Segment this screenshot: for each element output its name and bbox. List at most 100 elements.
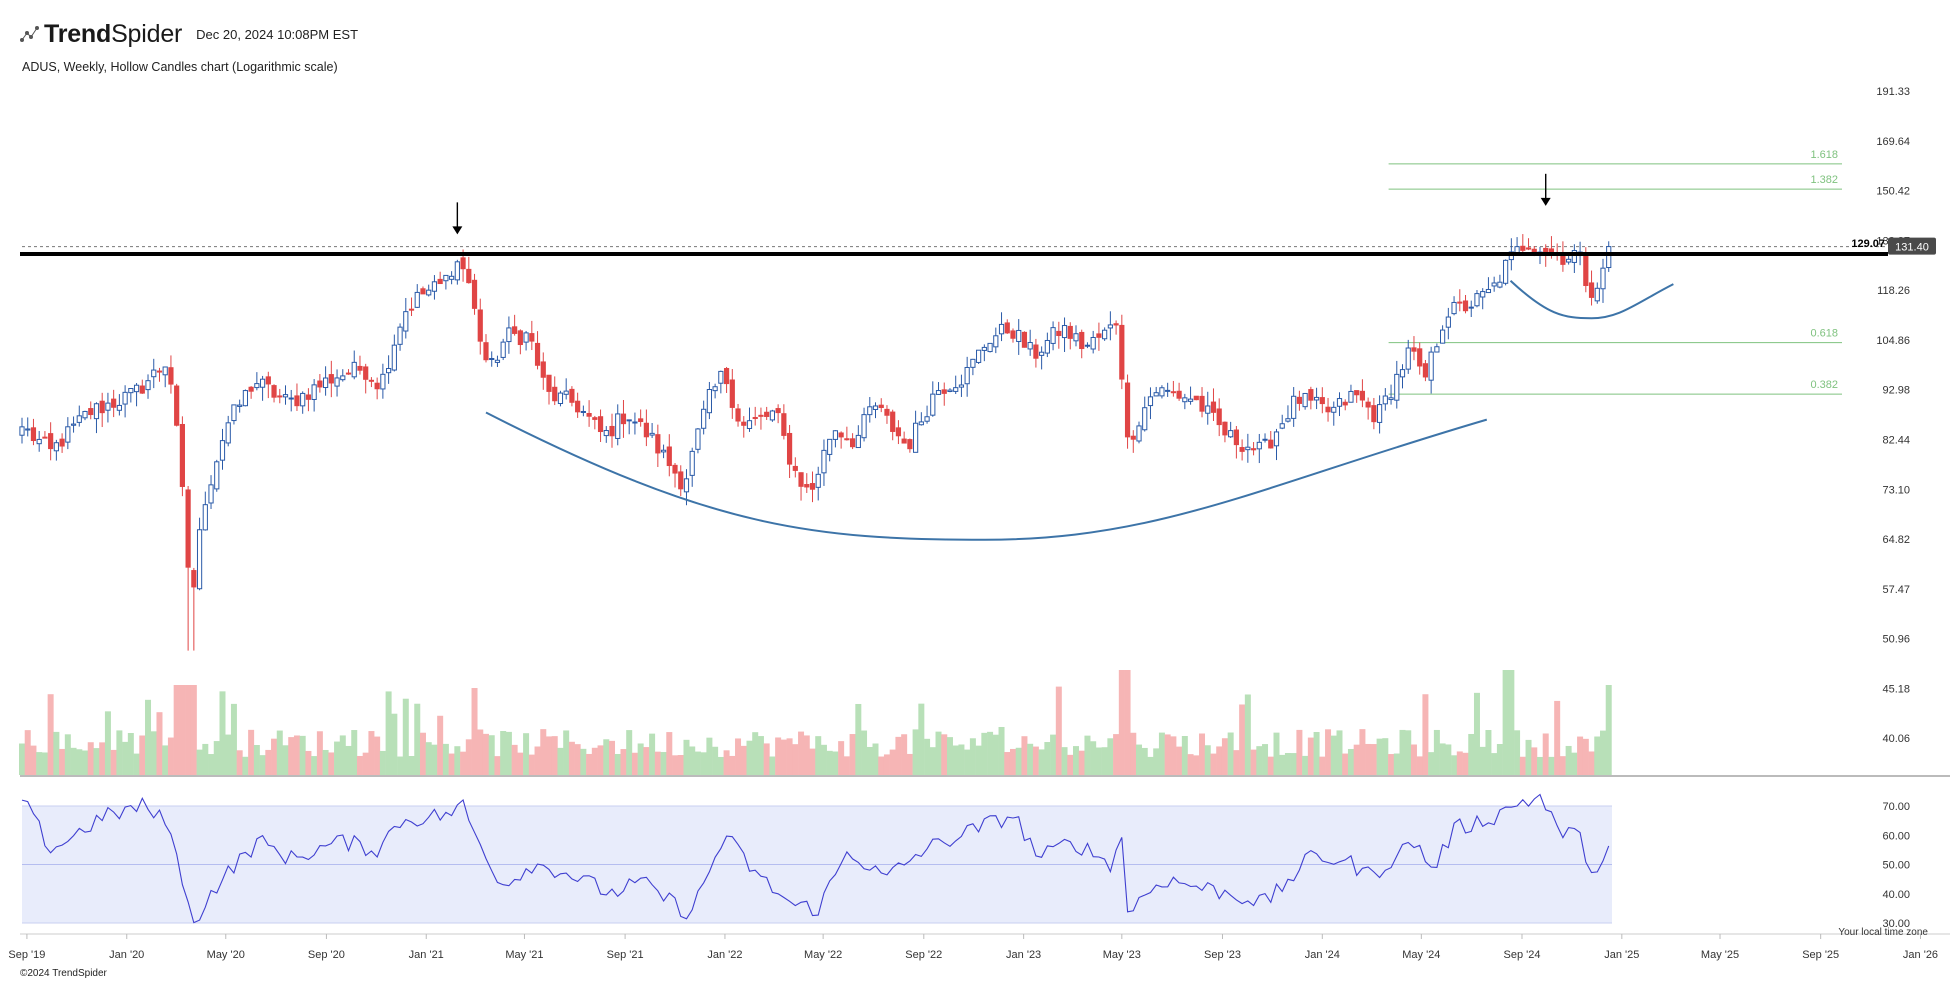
candle bbox=[580, 405, 586, 417]
volume-bar bbox=[179, 685, 186, 775]
volume-bar bbox=[775, 737, 782, 775]
candle-body bbox=[242, 390, 249, 407]
fib-level-label: 0.382 bbox=[1810, 379, 1838, 391]
candle bbox=[1073, 325, 1079, 347]
volume-bar bbox=[672, 755, 679, 775]
time-axis-label: Sep '21 bbox=[607, 949, 644, 961]
candle bbox=[953, 375, 959, 395]
volume-bar bbox=[93, 748, 100, 775]
volume-bar bbox=[1170, 736, 1177, 775]
time-axis-label: Sep '22 bbox=[905, 949, 942, 961]
candle-body bbox=[809, 483, 816, 490]
volume-bar bbox=[1594, 736, 1601, 775]
candle bbox=[128, 387, 134, 403]
volume-bar bbox=[505, 731, 512, 775]
candle-body bbox=[632, 421, 638, 424]
candle-body bbox=[540, 361, 546, 378]
volume-bar bbox=[282, 745, 289, 775]
volume-bar bbox=[929, 747, 936, 775]
candle bbox=[1119, 314, 1125, 390]
volume-bar bbox=[1353, 744, 1360, 775]
volume-bar bbox=[1078, 750, 1085, 775]
volume-bar bbox=[1072, 746, 1079, 775]
volume-bar bbox=[683, 739, 690, 775]
candle bbox=[1050, 321, 1056, 351]
volume-bar bbox=[1221, 738, 1228, 775]
candle bbox=[1571, 244, 1577, 273]
candle bbox=[1399, 364, 1406, 389]
volume-bar bbox=[1445, 744, 1452, 775]
candle bbox=[1079, 329, 1085, 359]
candle bbox=[1033, 338, 1039, 368]
volume-bar bbox=[511, 744, 518, 775]
candle-body bbox=[741, 421, 747, 426]
candle-body bbox=[271, 385, 277, 398]
candle bbox=[1096, 322, 1102, 351]
price-axis-label: 50.96 bbox=[1882, 634, 1910, 646]
candle-body bbox=[168, 367, 174, 385]
volume-bar bbox=[1542, 733, 1549, 775]
candle-body bbox=[1325, 406, 1331, 413]
candle-body bbox=[867, 406, 873, 416]
rsi-axis-label: 50.00 bbox=[1882, 860, 1910, 872]
candle-body bbox=[1606, 246, 1612, 269]
candle bbox=[706, 381, 712, 420]
volume-bar bbox=[253, 745, 260, 775]
candle bbox=[1245, 433, 1251, 463]
volume-bar bbox=[1284, 752, 1291, 775]
candle bbox=[998, 312, 1005, 342]
candle bbox=[1228, 421, 1234, 438]
volume-bar bbox=[1273, 732, 1280, 775]
candle-body bbox=[357, 365, 363, 371]
candle bbox=[884, 405, 890, 424]
volume-bar bbox=[1027, 743, 1034, 775]
volume-bar bbox=[1313, 731, 1320, 775]
volume-bar bbox=[41, 752, 48, 775]
volume-bar bbox=[1514, 730, 1521, 775]
candle-body bbox=[30, 427, 37, 442]
candle bbox=[259, 375, 266, 401]
candle-body bbox=[1359, 390, 1366, 401]
volume-bar bbox=[1599, 730, 1606, 775]
volume-bar bbox=[883, 754, 890, 775]
candle-body bbox=[1016, 329, 1022, 342]
candle-body bbox=[53, 442, 59, 452]
candle-body bbox=[964, 366, 970, 385]
candle bbox=[1124, 374, 1131, 449]
candle-body bbox=[1336, 398, 1343, 407]
volume-bar bbox=[442, 743, 449, 775]
candle-body bbox=[105, 402, 111, 411]
volume-bar bbox=[208, 754, 215, 775]
candle bbox=[500, 338, 506, 361]
candle bbox=[133, 383, 140, 407]
candle bbox=[1606, 241, 1612, 272]
candle bbox=[1291, 387, 1297, 427]
candle bbox=[1153, 386, 1159, 397]
candle bbox=[1462, 295, 1469, 314]
candle-body bbox=[970, 358, 976, 368]
candle-body bbox=[1096, 333, 1102, 338]
rsi-axis-label: 60.00 bbox=[1882, 830, 1910, 842]
candle-body bbox=[466, 268, 472, 284]
volume-bar bbox=[551, 736, 558, 775]
volume-bar bbox=[70, 747, 77, 775]
candle-body bbox=[1503, 259, 1509, 284]
candle bbox=[248, 386, 254, 399]
candle bbox=[1468, 300, 1474, 317]
volume-bar bbox=[500, 731, 507, 775]
chart-header: TrendSpider Dec 20, 2024 10:08PM EST bbox=[18, 20, 358, 49]
candle bbox=[1216, 398, 1222, 437]
candle bbox=[1359, 379, 1366, 408]
candle-body bbox=[655, 434, 661, 454]
candle-body bbox=[259, 378, 266, 388]
candle bbox=[1434, 343, 1440, 353]
candle-body bbox=[844, 438, 850, 441]
volume-bar bbox=[1101, 747, 1108, 775]
rsi-axis-label: 70.00 bbox=[1882, 801, 1910, 813]
candle-body bbox=[987, 342, 993, 353]
volume-bar bbox=[402, 698, 409, 775]
candle bbox=[792, 457, 798, 478]
candle bbox=[1205, 391, 1211, 425]
candle-body bbox=[1010, 330, 1016, 339]
